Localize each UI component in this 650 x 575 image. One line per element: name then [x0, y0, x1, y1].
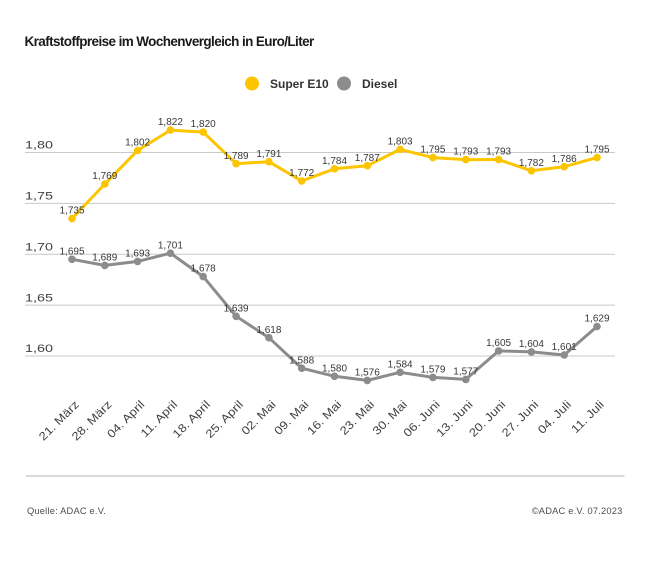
svg-text:1,70: 1,70	[25, 242, 53, 254]
svg-text:1,605: 1,605	[486, 338, 511, 349]
svg-text:1,65: 1,65	[25, 292, 53, 304]
svg-text:1,786: 1,786	[552, 154, 577, 165]
svg-text:1,678: 1,678	[191, 264, 216, 275]
svg-text:1,820: 1,820	[191, 119, 216, 130]
svg-text:1,584: 1,584	[388, 359, 413, 370]
svg-text:1,689: 1,689	[92, 253, 117, 264]
svg-text:1,577: 1,577	[453, 367, 478, 378]
svg-text:1,579: 1,579	[420, 365, 445, 376]
svg-text:Kraftstoffpreise im Wochenverg: Kraftstoffpreise im Wochenvergleich in E…	[25, 34, 316, 49]
svg-text:1,701: 1,701	[158, 240, 183, 251]
svg-text:1,789: 1,789	[224, 151, 249, 162]
svg-text:1,576: 1,576	[355, 368, 380, 379]
svg-text:1,639: 1,639	[224, 303, 249, 314]
svg-text:1,695: 1,695	[59, 246, 84, 257]
svg-text:1,793: 1,793	[453, 147, 478, 158]
svg-text:1,802: 1,802	[125, 138, 150, 149]
svg-text:1,803: 1,803	[388, 137, 413, 148]
svg-text:1,580: 1,580	[322, 363, 347, 374]
svg-text:1,787: 1,787	[355, 153, 380, 164]
svg-text:1,795: 1,795	[420, 145, 445, 156]
svg-text:1,793: 1,793	[486, 147, 511, 158]
svg-text:1,80: 1,80	[25, 140, 53, 152]
svg-text:1,618: 1,618	[256, 325, 281, 336]
svg-text:1,60: 1,60	[25, 343, 53, 355]
svg-text:1,784: 1,784	[322, 156, 347, 167]
svg-text:1,782: 1,782	[519, 158, 544, 169]
svg-text:1,769: 1,769	[92, 171, 117, 182]
svg-text:Super E10: Super E10	[270, 77, 329, 91]
svg-text:1,772: 1,772	[289, 168, 314, 179]
svg-text:1,822: 1,822	[158, 117, 183, 128]
svg-text:1,629: 1,629	[584, 314, 609, 325]
svg-text:©ADAC e.V. 07.2023: ©ADAC e.V. 07.2023	[532, 506, 623, 516]
svg-text:1,75: 1,75	[25, 191, 53, 203]
svg-text:1,791: 1,791	[256, 149, 281, 160]
svg-text:1,795: 1,795	[584, 145, 609, 156]
svg-text:1,601: 1,601	[552, 342, 577, 353]
svg-text:1,693: 1,693	[125, 249, 150, 260]
svg-text:Diesel: Diesel	[362, 77, 397, 91]
svg-text:Quelle: ADAC e.V.: Quelle: ADAC e.V.	[27, 506, 106, 516]
svg-text:1,588: 1,588	[289, 355, 314, 366]
svg-text:1,735: 1,735	[59, 206, 84, 217]
svg-text:1,604: 1,604	[519, 339, 544, 350]
